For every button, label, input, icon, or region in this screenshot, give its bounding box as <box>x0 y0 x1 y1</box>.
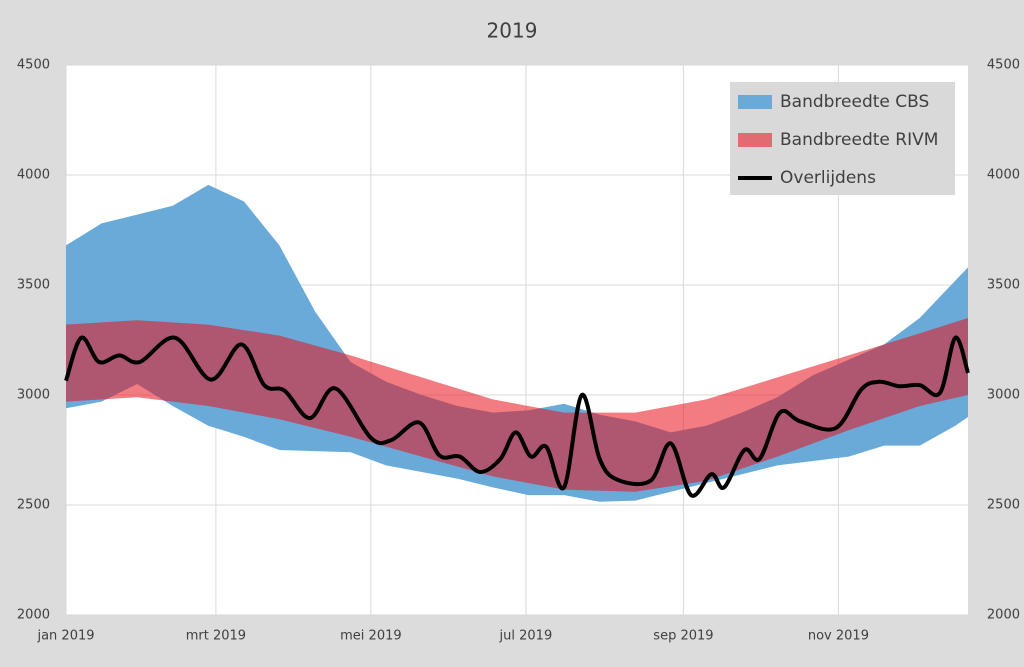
y2-tick-label: 3500 <box>987 278 1020 293</box>
y2-tick-label: 3000 <box>987 388 1020 403</box>
y-tick-label: 4000 <box>17 168 50 183</box>
band-area <box>66 318 968 492</box>
y-tick-label: 2000 <box>17 608 50 623</box>
y2-tick-label: 2000 <box>987 608 1020 623</box>
y2-tick-label: 2500 <box>987 498 1020 513</box>
y-tick-label: 4500 <box>17 58 50 73</box>
legend-swatch <box>738 95 772 109</box>
legend-swatch <box>738 133 772 147</box>
series-line <box>64 335 970 498</box>
y-tick-label: 3000 <box>17 388 50 403</box>
chart-title: 2019 <box>487 19 538 43</box>
legend-label: Bandbreedte CBS <box>780 92 929 112</box>
x-tick-label: jan 2019 <box>36 629 94 644</box>
x-tick-label: nov 2019 <box>808 629 869 644</box>
x-tick-label: jul 2019 <box>499 629 553 644</box>
y-tick-label: 2500 <box>17 498 50 513</box>
x-tick-label: mei 2019 <box>340 629 402 644</box>
y-tick-label: 3500 <box>17 278 50 293</box>
y2-tick-label: 4000 <box>987 168 1020 183</box>
x-tick-label: mrt 2019 <box>186 629 246 644</box>
legend-label: Bandbreedte RIVM <box>780 130 938 150</box>
x-tick-label: sep 2019 <box>653 629 713 644</box>
legend-label: Overlijdens <box>780 168 876 188</box>
y2-tick-label: 4500 <box>987 58 1020 73</box>
